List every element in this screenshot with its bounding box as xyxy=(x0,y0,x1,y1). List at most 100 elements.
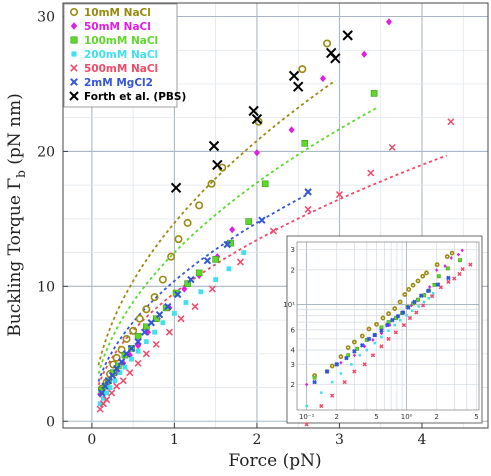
data-point xyxy=(195,201,204,210)
inset-data-point xyxy=(415,278,421,284)
data-point xyxy=(385,18,392,26)
data-point xyxy=(142,305,151,314)
inset-data-point xyxy=(446,275,451,281)
data-point xyxy=(198,289,204,295)
inset-y-tick-label: 10¹ xyxy=(283,301,295,309)
inset-data-point xyxy=(393,323,396,327)
data-point xyxy=(112,353,121,362)
inset-data-point xyxy=(358,354,362,357)
inset-data-point xyxy=(452,276,457,281)
data-point xyxy=(134,332,142,340)
y-axis-label-subscript: b xyxy=(14,170,28,178)
inset-data-point xyxy=(420,303,426,308)
data-point xyxy=(143,339,149,345)
data-point xyxy=(288,70,300,82)
legend-label: Forth et al. (PBS) xyxy=(84,91,186,103)
inset-data-point xyxy=(365,348,369,352)
x-axis-label: Force (pN) xyxy=(228,451,321,471)
inset-data-point xyxy=(312,375,317,380)
data-point xyxy=(142,350,150,358)
inset-data-point xyxy=(351,339,357,345)
inset-data-point xyxy=(400,310,406,315)
data-point xyxy=(117,370,123,376)
inset-data-point xyxy=(446,279,451,285)
data-point xyxy=(134,337,142,346)
inset-data-point xyxy=(338,354,344,360)
inset-x-tick-label: 5 xyxy=(474,413,478,421)
legend-marker xyxy=(70,36,78,44)
data-point xyxy=(212,159,223,171)
data-point xyxy=(126,369,134,377)
data-point xyxy=(127,344,136,353)
inset-data-point xyxy=(380,315,386,321)
data-point xyxy=(236,258,244,266)
inset-data-point xyxy=(330,380,334,384)
inset-data-point xyxy=(436,274,441,279)
inset-data-point xyxy=(438,285,443,290)
y-tick-label: 30 xyxy=(37,9,55,25)
inset-data-point xyxy=(435,282,441,287)
inset-data-point xyxy=(431,292,435,295)
inset-data-point xyxy=(344,355,349,361)
inset-data-point xyxy=(443,264,447,268)
inset-data-point xyxy=(304,422,309,427)
data-point xyxy=(212,256,219,263)
inset-data-point xyxy=(411,309,414,313)
data-point xyxy=(167,252,176,261)
legend-label: 100mM NaCl xyxy=(84,35,158,47)
data-point xyxy=(241,250,247,256)
fit-curve xyxy=(97,107,378,374)
data-point xyxy=(150,293,159,302)
y-axis-label-group: Buckling Torque Γb (pN nm) xyxy=(5,93,28,336)
legend-marker xyxy=(70,64,78,72)
inset-data-point xyxy=(352,353,356,358)
inset-data-point xyxy=(339,360,343,365)
legend-marker xyxy=(70,22,78,30)
inset-data-point xyxy=(387,329,390,332)
inset-data-point xyxy=(416,297,420,302)
inset-data-point xyxy=(427,297,430,300)
inset-data-point xyxy=(359,342,365,348)
inset-tick-labels: 10⁻¹ 2 5 10⁰ 2 5 2 3 4 6 10¹ 2 3 xyxy=(283,246,478,421)
legend-marker xyxy=(69,91,79,101)
data-point xyxy=(158,275,167,284)
data-point xyxy=(301,140,309,147)
data-point xyxy=(251,113,263,125)
inset-y-tick-label: 2 xyxy=(291,381,295,389)
data-point xyxy=(184,280,191,287)
data-point xyxy=(183,300,189,305)
inset-data-point xyxy=(305,404,308,408)
inset-data-point xyxy=(406,305,411,310)
tick-labels: 0 1 2 3 4 0 10 20 30 xyxy=(37,9,426,448)
inset-data-point xyxy=(384,322,390,328)
inset-data-point xyxy=(424,270,429,276)
inset-data-point xyxy=(410,282,416,288)
inset-data-point xyxy=(350,363,353,366)
inset-y-tick-label: 4 xyxy=(291,347,296,355)
inset-data-point xyxy=(386,311,391,317)
data-point xyxy=(223,240,231,249)
data-point xyxy=(323,39,332,48)
fit-curve xyxy=(97,194,307,382)
inset-data-point xyxy=(406,287,412,292)
inset-data-point xyxy=(379,328,384,333)
inset-x-tick-label: 5 xyxy=(374,413,378,421)
inset-data-point xyxy=(418,293,424,299)
data-point xyxy=(370,90,378,97)
inset-data-point xyxy=(432,282,437,287)
inset-data-point xyxy=(449,256,453,260)
inset-data-point xyxy=(334,362,340,367)
data-point xyxy=(134,359,142,367)
inset-data-point xyxy=(468,262,473,267)
inset-data-point xyxy=(420,273,426,279)
inset-data-point xyxy=(352,348,357,354)
data-point xyxy=(195,269,203,277)
inset-data-point xyxy=(417,305,420,308)
data-point xyxy=(122,350,131,358)
inset-data-point xyxy=(407,315,413,321)
inset-data-point xyxy=(388,323,392,328)
inset-data-point xyxy=(329,363,335,369)
data-point xyxy=(170,182,182,194)
data-point xyxy=(152,340,160,348)
